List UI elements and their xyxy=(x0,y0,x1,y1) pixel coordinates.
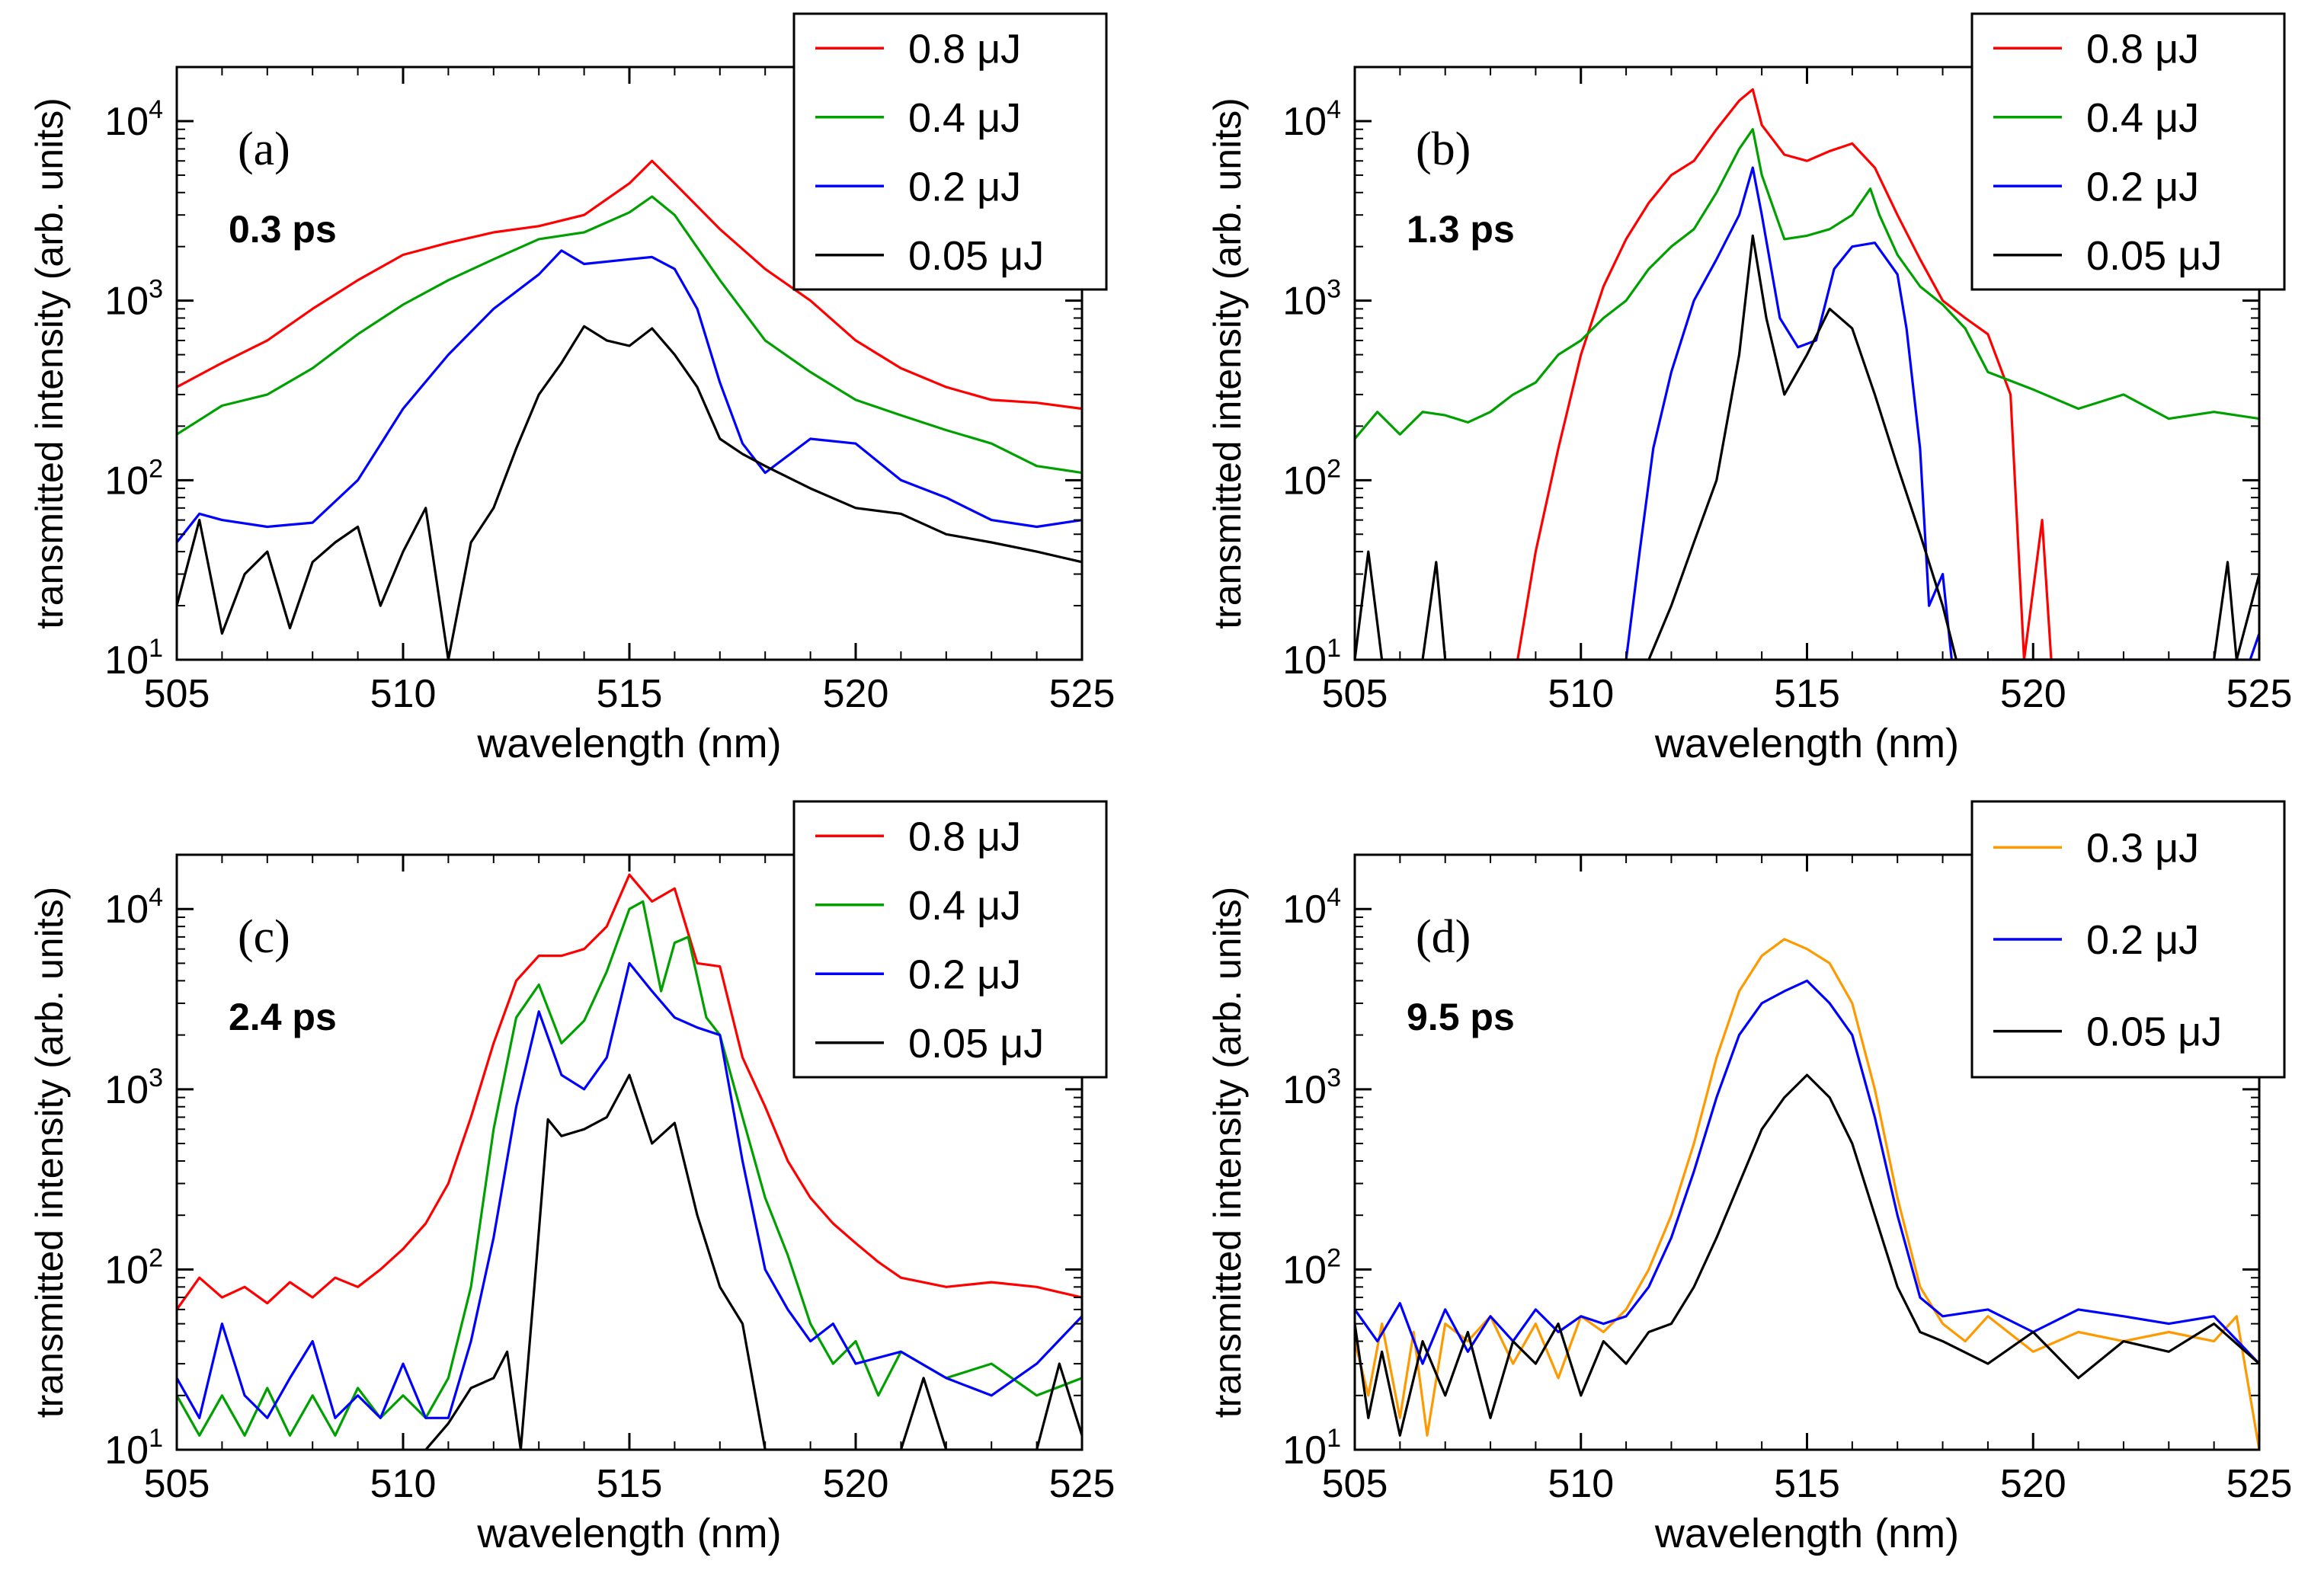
series-line xyxy=(1355,234,2259,660)
x-tick-label: 520 xyxy=(2000,1462,2066,1506)
time-delay-annotation: 9.5 ps xyxy=(1407,996,1515,1038)
y-tick-label: 104 xyxy=(104,883,163,932)
series-line xyxy=(177,961,1082,1419)
legend-box xyxy=(792,12,1108,291)
time-delay-annotation: 0.3 ps xyxy=(229,208,337,251)
series-line xyxy=(177,325,1082,660)
series-line xyxy=(177,195,1082,475)
y-axis-label: transmitted intensity (arb. units) xyxy=(1206,98,1249,629)
x-tick-label: 510 xyxy=(1548,1462,1614,1506)
legend-label: 0.2 μJ xyxy=(2086,164,2199,209)
x-tick-label: 510 xyxy=(1548,672,1614,716)
x-axis-label: wavelength (nm) xyxy=(1654,1511,1959,1556)
x-tick-label: 505 xyxy=(144,1462,210,1506)
x-tick-label: 520 xyxy=(823,672,889,716)
y-axis-label: transmitted intensity (arb. units) xyxy=(1206,887,1249,1418)
x-tick-label: 515 xyxy=(1774,672,1840,716)
y-tick-label: 102 xyxy=(104,1243,163,1292)
y-axis-label: transmitted intensity (arb. units) xyxy=(28,98,71,629)
legend-label: 0.05 μJ xyxy=(2086,233,2222,279)
y-tick-label: 102 xyxy=(1282,454,1341,503)
panel-label: (a) xyxy=(238,123,290,175)
plot-area xyxy=(177,873,1082,1450)
legend-label: 0.05 μJ xyxy=(2086,1009,2222,1055)
y-tick-label: 103 xyxy=(104,1063,163,1112)
x-axis-label: wavelength (nm) xyxy=(1654,721,1959,766)
legend-label: 0.8 μJ xyxy=(908,26,1021,72)
y-tick-label: 101 xyxy=(104,1424,163,1473)
series-line xyxy=(1355,938,2259,1450)
x-tick-label: 520 xyxy=(2000,672,2066,716)
x-tick-label: 515 xyxy=(597,672,663,716)
x-tick-label: 505 xyxy=(1322,672,1388,716)
legend-label: 0.05 μJ xyxy=(908,233,1044,279)
y-tick-label: 104 xyxy=(104,95,163,144)
panel-label: (c) xyxy=(238,911,290,963)
series-line xyxy=(1516,88,2053,660)
y-tick-label: 101 xyxy=(1282,634,1341,683)
x-tick-label: 525 xyxy=(2226,1462,2293,1506)
time-delay-annotation: 1.3 ps xyxy=(1407,208,1515,251)
legend-label: 0.8 μJ xyxy=(908,814,1021,859)
legend-label: 0.05 μJ xyxy=(908,1021,1044,1067)
y-tick-label: 101 xyxy=(104,634,163,683)
series-line xyxy=(1355,979,2259,1365)
chart-panel: 505 510 515 520 525 101 102 103 104 wavelength (n… xyxy=(1206,800,2293,1556)
legend-box xyxy=(1970,12,2286,291)
x-tick-label: 510 xyxy=(370,1462,437,1506)
y-tick-label: 101 xyxy=(1282,1424,1341,1473)
x-tick-label: 520 xyxy=(823,1462,889,1506)
x-tick-label: 525 xyxy=(1049,672,1116,716)
y-tick-label: 103 xyxy=(1282,1063,1341,1112)
series-line xyxy=(1355,128,2259,440)
x-tick-label: 515 xyxy=(597,1462,663,1506)
chart-panel: 505 510 515 520 525 101 102 103 104 wavelength (n… xyxy=(28,800,1116,1556)
x-tick-label: 505 xyxy=(144,672,210,716)
legend-label: 0.3 μJ xyxy=(2086,825,2199,871)
x-axis-label: wavelength (nm) xyxy=(476,1511,781,1556)
legend-label: 0.2 μJ xyxy=(908,164,1021,209)
series-line xyxy=(177,249,1082,543)
legend: 0.3 μJ 0.2 μJ 0.05 μJ xyxy=(1970,800,2286,1079)
series-line xyxy=(424,1073,1082,1450)
legend: 0.8 μJ 0.4 μJ 0.2 μJ 0.05 μJ xyxy=(1970,12,2286,291)
legend-box xyxy=(792,800,1108,1079)
y-axis-label: transmitted intensity (arb. units) xyxy=(28,887,71,1418)
legend-label: 0.2 μJ xyxy=(908,952,1021,997)
series-line xyxy=(1625,166,2259,660)
y-tick-label: 102 xyxy=(104,454,163,503)
plot-area xyxy=(1355,88,2259,660)
legend-label: 0.4 μJ xyxy=(908,883,1021,929)
x-tick-label: 505 xyxy=(1322,1462,1388,1506)
y-tick-label: 103 xyxy=(1282,275,1341,324)
x-axis-label: wavelength (nm) xyxy=(476,721,781,766)
series-line xyxy=(177,873,1082,1310)
y-tick-label: 102 xyxy=(1282,1243,1341,1292)
panel-label: (b) xyxy=(1416,123,1471,175)
y-tick-label: 104 xyxy=(1282,883,1341,932)
plot-area xyxy=(1355,938,2259,1450)
x-tick-label: 525 xyxy=(2226,672,2293,716)
chart-panel: 505 510 515 520 525 101 102 103 104 wavelength (n… xyxy=(1206,12,2293,766)
x-tick-label: 525 xyxy=(1049,1462,1116,1506)
legend-label: 0.4 μJ xyxy=(2086,95,2199,141)
x-tick-label: 510 xyxy=(370,672,437,716)
legend-label: 0.4 μJ xyxy=(908,95,1021,141)
series-line xyxy=(177,159,1082,411)
legend: 0.8 μJ 0.4 μJ 0.2 μJ 0.05 μJ xyxy=(792,12,1108,291)
chart-panel: 505 510 515 520 525 101 102 103 104 wavelength (n… xyxy=(28,12,1116,766)
legend: 0.8 μJ 0.4 μJ 0.2 μJ 0.05 μJ xyxy=(792,800,1108,1079)
legend-label: 0.8 μJ xyxy=(2086,26,2199,72)
series-line xyxy=(1355,1073,2259,1437)
time-delay-annotation: 2.4 ps xyxy=(229,996,337,1038)
y-tick-label: 104 xyxy=(1282,95,1341,144)
legend-label: 0.2 μJ xyxy=(2086,917,2199,963)
plot-area xyxy=(177,159,1082,660)
panel-label: (d) xyxy=(1416,911,1471,963)
x-tick-label: 515 xyxy=(1774,1462,1840,1506)
y-tick-label: 103 xyxy=(104,275,163,324)
